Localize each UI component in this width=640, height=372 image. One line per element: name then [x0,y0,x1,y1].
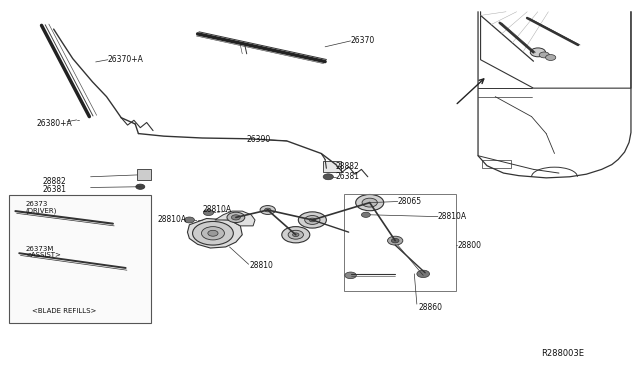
Circle shape [264,208,271,212]
Text: <BLADE REFILLS>: <BLADE REFILLS> [32,308,97,314]
Text: 26370: 26370 [351,36,375,45]
Circle shape [292,233,299,237]
Circle shape [362,212,371,217]
Circle shape [309,218,316,222]
Circle shape [388,236,403,245]
Text: 28065: 28065 [397,197,422,206]
Text: 26373: 26373 [26,202,48,208]
Bar [483,160,511,168]
Circle shape [323,174,333,180]
Text: 28810: 28810 [250,261,274,270]
Polygon shape [215,211,255,226]
Text: 28810A: 28810A [157,215,187,224]
Text: 26380+A: 26380+A [36,119,72,128]
Circle shape [208,230,218,236]
Circle shape [184,217,195,223]
Circle shape [540,52,549,58]
Text: 28882: 28882 [336,162,360,171]
Circle shape [392,238,399,243]
Text: (DRIVER): (DRIVER) [26,208,57,214]
Text: 28860: 28860 [419,302,443,312]
Circle shape [305,215,320,224]
Text: 26390: 26390 [246,135,271,144]
Text: 28800: 28800 [457,241,481,250]
Circle shape [362,198,378,207]
Bar [9,195,151,323]
Polygon shape [188,218,243,248]
Bar [323,161,341,172]
Circle shape [298,212,326,228]
Circle shape [531,48,545,57]
Text: 28882: 28882 [43,177,67,186]
Circle shape [227,212,245,222]
Text: R288003E: R288003E [541,350,584,359]
Circle shape [356,195,384,211]
Bar [344,195,456,291]
Circle shape [202,227,225,240]
Text: 28810A: 28810A [438,212,467,221]
Circle shape [232,215,241,220]
Circle shape [193,221,234,245]
Text: 26381: 26381 [336,172,360,181]
Circle shape [260,206,275,214]
Text: 26373M: 26373M [26,246,54,252]
Circle shape [417,270,429,278]
Circle shape [545,55,556,61]
Circle shape [345,272,356,279]
Circle shape [204,210,214,215]
Circle shape [282,227,310,243]
Text: 26381: 26381 [43,185,67,194]
Circle shape [288,230,303,239]
Bar [137,169,151,180]
Text: <ASSIST>: <ASSIST> [26,253,61,259]
Text: 26370+A: 26370+A [108,55,144,64]
Circle shape [136,184,145,189]
Text: 28810A: 28810A [202,205,231,214]
